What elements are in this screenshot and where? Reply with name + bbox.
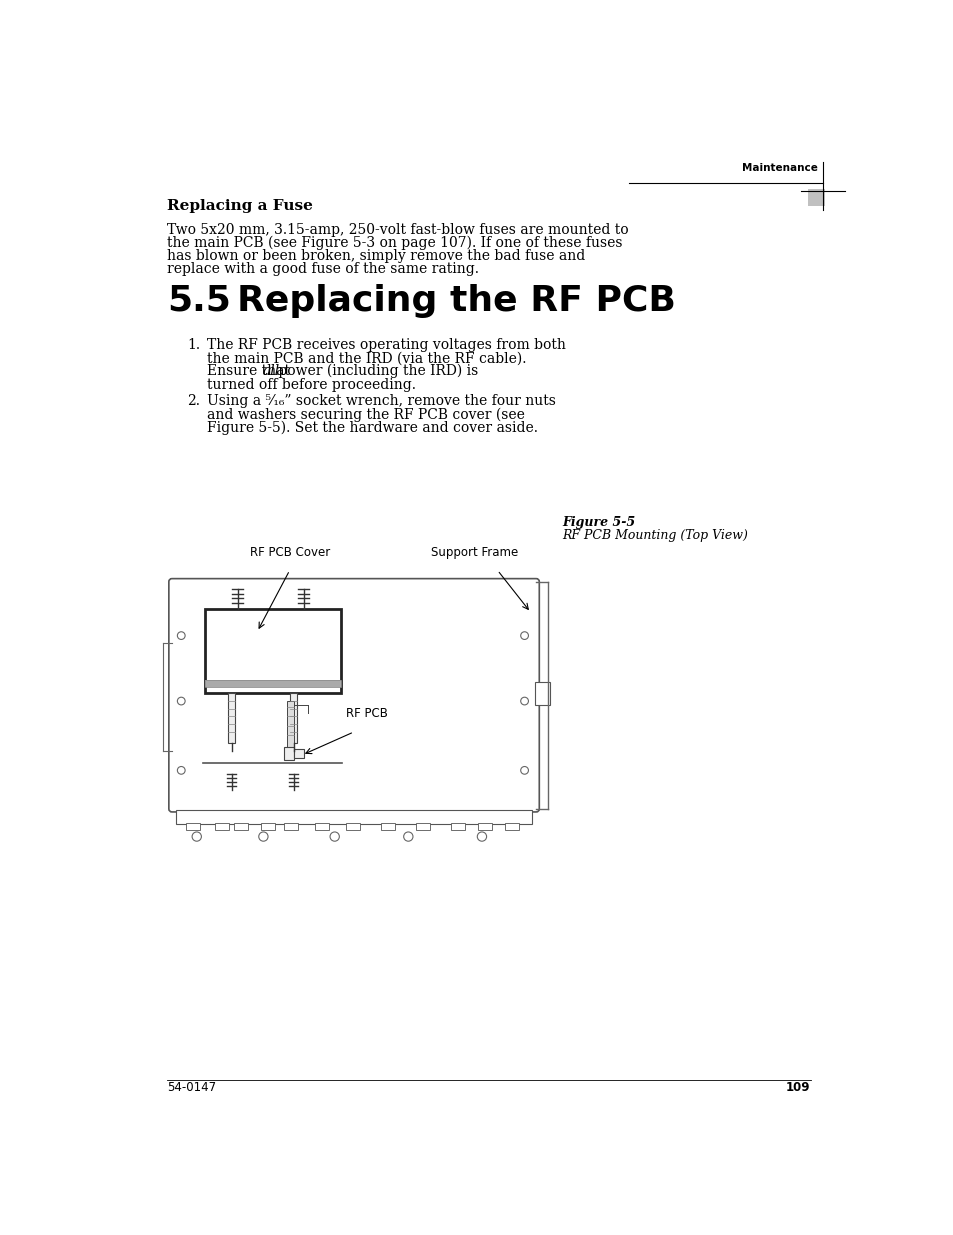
- Bar: [287, 701, 294, 747]
- Bar: [381, 824, 395, 830]
- Text: The RF PCB receives operating voltages from both: The RF PCB receives operating voltages f…: [207, 338, 565, 352]
- Bar: [214, 824, 229, 830]
- Bar: [205, 679, 340, 687]
- Bar: [175, 810, 532, 824]
- Text: Two 5x20 mm, 3.15-amp, 250-volt fast-blow fuses are mounted to: Two 5x20 mm, 3.15-amp, 250-volt fast-blo…: [167, 222, 628, 237]
- Text: Figure 5-5). Set the hardware and cover aside.: Figure 5-5). Set the hardware and cover …: [207, 420, 537, 435]
- Text: Using a ⁵⁄₁₆” socket wrench, remove the four nuts: Using a ⁵⁄₁₆” socket wrench, remove the …: [207, 394, 555, 409]
- Text: the main PCB (see Figure 5-3 on page 107). If one of these fuses: the main PCB (see Figure 5-3 on page 107…: [167, 236, 622, 249]
- Bar: [290, 693, 297, 743]
- Bar: [477, 824, 492, 830]
- Text: RF PCB: RF PCB: [346, 708, 388, 720]
- Text: the main PCB and the IRD (via the RF cable).: the main PCB and the IRD (via the RF cab…: [207, 351, 526, 366]
- Bar: [416, 824, 430, 830]
- Bar: [315, 824, 329, 830]
- Bar: [346, 824, 360, 830]
- Text: 1.: 1.: [187, 338, 200, 352]
- Text: 54-0147: 54-0147: [167, 1081, 216, 1094]
- Bar: [451, 824, 464, 830]
- Text: Figure 5-5: Figure 5-5: [562, 516, 635, 530]
- Bar: [186, 824, 199, 830]
- Bar: [233, 824, 248, 830]
- Text: all: all: [262, 364, 279, 378]
- Bar: [284, 824, 298, 830]
- Bar: [283, 747, 294, 760]
- Text: Support Frame: Support Frame: [430, 546, 517, 558]
- Text: Replacing the RF PCB: Replacing the RF PCB: [236, 284, 676, 317]
- Text: Replacing a Fuse: Replacing a Fuse: [167, 199, 313, 212]
- Text: power (including the IRD) is: power (including the IRD) is: [274, 364, 478, 378]
- Text: 109: 109: [785, 1081, 810, 1094]
- FancyBboxPatch shape: [169, 579, 538, 811]
- Text: replace with a good fuse of the same rating.: replace with a good fuse of the same rat…: [167, 262, 478, 275]
- Text: has blown or been broken, simply remove the bad fuse and: has blown or been broken, simply remove …: [167, 249, 585, 263]
- Bar: [807, 189, 824, 206]
- Bar: [294, 748, 303, 758]
- Text: RF PCB Cover: RF PCB Cover: [250, 546, 330, 558]
- Bar: [505, 824, 518, 830]
- Bar: [228, 693, 235, 743]
- Text: 2.: 2.: [187, 394, 200, 409]
- Text: and washers securing the RF PCB cover (see: and washers securing the RF PCB cover (s…: [207, 408, 524, 421]
- Text: 5.5: 5.5: [167, 284, 231, 317]
- Text: Ensure that: Ensure that: [207, 364, 294, 378]
- Text: turned off before proceeding.: turned off before proceeding.: [207, 378, 416, 391]
- Text: Maintenance: Maintenance: [741, 163, 818, 173]
- Bar: [534, 682, 550, 705]
- Bar: [261, 824, 274, 830]
- Text: RF PCB Mounting (Top View): RF PCB Mounting (Top View): [562, 529, 748, 542]
- Bar: [205, 609, 340, 693]
- Bar: [205, 679, 340, 687]
